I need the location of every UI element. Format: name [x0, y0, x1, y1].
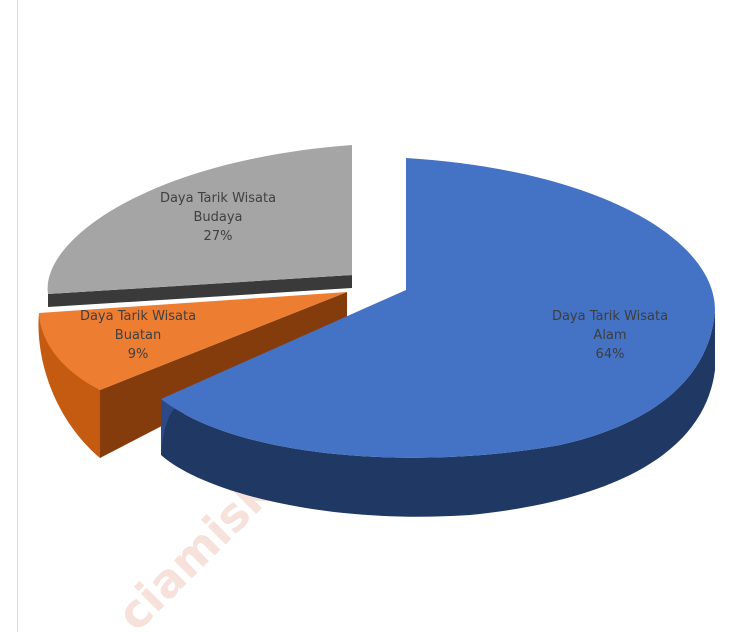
slice-alam-side — [161, 310, 715, 517]
slice-label-alam: Daya Tarik Wisata Alam 64% — [552, 309, 668, 362]
slice-label-line: 27% — [204, 229, 233, 244]
chart-border-line — [17, 0, 18, 632]
slice-budaya-top — [47, 145, 353, 294]
slice-label-line: Daya Tarik Wisata — [80, 309, 196, 324]
slice-label-line: Daya Tarik Wisata — [552, 309, 668, 324]
slice-label-line: Budaya — [193, 210, 242, 225]
slice-label-buatan: Daya Tarik Wisata Buatan 9% — [80, 309, 196, 362]
slice-budaya — [47, 145, 353, 307]
slice-label-line: Alam — [593, 328, 626, 343]
slice-buatan-top — [39, 292, 347, 390]
slice-alam-cut — [161, 399, 175, 455]
slice-label-line: 64% — [596, 347, 625, 362]
slice-label-line: Daya Tarik Wisata — [160, 191, 276, 206]
slice-label-line: Buatan — [115, 328, 161, 343]
slice-label-budaya: Daya Tarik Wisata Budaya 27% — [160, 191, 276, 244]
slice-label-line: 9% — [128, 347, 149, 362]
slice-alam — [161, 158, 715, 517]
slice-alam-top — [161, 158, 715, 458]
